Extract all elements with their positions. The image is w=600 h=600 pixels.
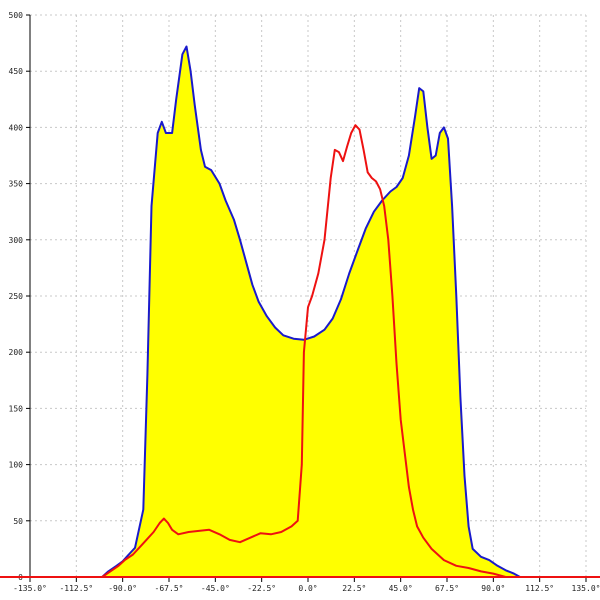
y-tick-label: 350	[9, 180, 24, 189]
x-tick-label: 0.0°	[298, 584, 317, 593]
series-layer	[30, 45, 586, 578]
axis-layer: 050100150200250300350400450500-135.0°-11…	[0, 11, 600, 593]
y-tick-label: 450	[9, 67, 24, 76]
x-tick-label: -67.5°	[155, 584, 184, 593]
series-1-line	[30, 124, 586, 578]
x-tick-label: -90.0°	[108, 584, 137, 593]
x-tick-label: 22.5°	[342, 584, 366, 593]
y-tick-label: 250	[9, 292, 24, 301]
y-tick-label: 500	[9, 11, 24, 20]
x-tick-label: -45.0°	[201, 584, 230, 593]
y-tick-label: 150	[9, 404, 24, 413]
x-tick-label: 67.5°	[435, 584, 459, 593]
series-0-area	[30, 46, 586, 577]
y-tick-label: 400	[9, 123, 24, 132]
y-tick-label: 200	[9, 348, 24, 357]
x-tick-label: -112.5°	[59, 584, 93, 593]
x-tick-label: 45.0°	[389, 584, 413, 593]
y-tick-label: 300	[9, 236, 24, 245]
x-tick-label: 112.5°	[525, 584, 554, 593]
x-tick-label: 90.0°	[481, 584, 505, 593]
x-tick-label: -135.0°	[13, 584, 47, 593]
y-tick-label: 100	[9, 461, 24, 470]
x-tick-label: 135.0°	[572, 584, 600, 593]
series-0-line	[30, 45, 586, 578]
x-tick-label: -22.5°	[247, 584, 276, 593]
y-tick-label: 50	[13, 517, 23, 526]
